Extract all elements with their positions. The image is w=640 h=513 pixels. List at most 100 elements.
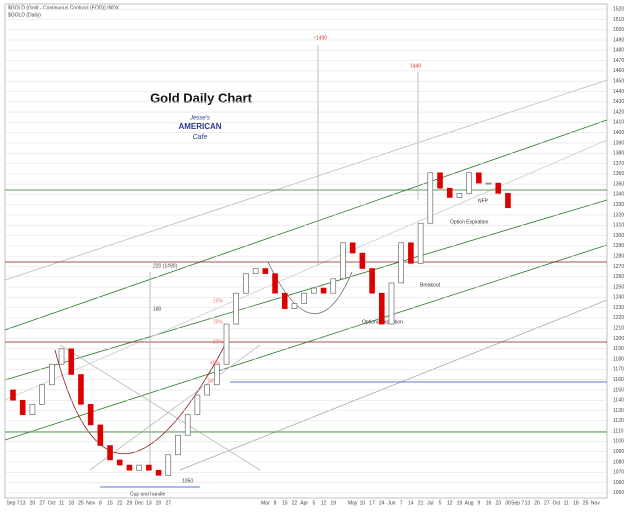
- candle-body: [68, 348, 75, 375]
- x-tick-label: Nov: [86, 500, 95, 506]
- y-tick-label: 1310: [613, 223, 624, 229]
- annotation: 30%: [213, 339, 224, 345]
- candle-body: [359, 252, 366, 269]
- x-tick-label: 24: [379, 500, 385, 506]
- y-tick-label: 1210: [613, 326, 624, 332]
- candle-body: [262, 268, 269, 274]
- x-tick-label: Jun: [387, 500, 395, 506]
- x-tick-label: 29: [127, 500, 133, 506]
- x-tick-label: 20: [30, 500, 36, 506]
- candle-body: [194, 394, 201, 415]
- y-tick-label: 1330: [613, 202, 624, 208]
- channel-lines: [4, 45, 608, 488]
- y-tick-label: 1380: [613, 151, 624, 157]
- candle-body: [495, 182, 502, 194]
- x-tick-label: 23: [495, 500, 501, 506]
- x-tick-label: 10: [360, 500, 366, 506]
- chart-title: Gold Daily Chart: [150, 90, 253, 105]
- candle-body: [175, 434, 181, 456]
- x-tick-label: May: [348, 500, 358, 506]
- annotation: NFP: [478, 198, 489, 204]
- x-tick-label: 5: [312, 500, 315, 506]
- x-tick-label: Sep 7: [6, 500, 19, 506]
- annotation: 40%: [210, 360, 221, 366]
- x-tick-label: 27: [39, 500, 45, 506]
- header: $GOLD (Gold - Continuous Contract (EOD))…: [8, 5, 120, 11]
- y-tick-label: 1520: [613, 6, 624, 12]
- x-tick-label: 12: [447, 500, 453, 506]
- candle-body: [369, 268, 375, 294]
- x-tick-label: 17: [369, 500, 375, 506]
- x-tick-label: Mar: [261, 500, 270, 506]
- y-tick-label: 1490: [613, 37, 624, 43]
- candle-body: [155, 469, 162, 476]
- plot-frame: [4, 3, 608, 499]
- y-tick-label: 1300: [613, 233, 624, 239]
- y-tick-label: 1510: [613, 17, 624, 23]
- y-tick-label: 1430: [613, 99, 624, 105]
- candle-body: [466, 172, 472, 194]
- candle-body: [388, 282, 395, 325]
- y-tick-label: 1160: [613, 377, 624, 383]
- y-tick-label: 1150: [613, 387, 624, 393]
- candle-body: [272, 273, 278, 294]
- y-tick-label: 1250: [613, 284, 624, 290]
- x-tick-label: 16: [486, 500, 492, 506]
- y-tick-label: 1480: [613, 48, 624, 54]
- annotation: Option Expiration: [450, 219, 489, 225]
- x-tick-label: 27: [544, 500, 550, 506]
- y-tick-label: 1230: [613, 305, 624, 311]
- y-tick-label: 1350: [613, 181, 624, 187]
- candle-body: [146, 464, 152, 471]
- y-tick-label: 1440: [613, 89, 624, 95]
- candle-body: [320, 287, 327, 294]
- candle-body: [19, 399, 26, 415]
- y-tick-label: 1140: [613, 398, 624, 404]
- y-tick-label: 1460: [613, 68, 624, 74]
- annotation: 180: [153, 306, 162, 312]
- annotation: 10%: [213, 298, 224, 304]
- candle-body: [505, 193, 511, 209]
- x-tick-label: 9: [477, 500, 480, 506]
- candle-body: [398, 242, 404, 284]
- y-tick-label: 1180: [613, 356, 624, 362]
- y-tick-label: 1280: [613, 253, 624, 259]
- y-tick-label: 1170: [613, 367, 624, 373]
- candle-body: [340, 242, 346, 280]
- x-tick-label: 15: [282, 500, 288, 506]
- candle-body: [165, 454, 172, 476]
- x-tick-label: 27: [165, 500, 171, 506]
- candle-body: [87, 404, 94, 426]
- x-tick-label: 18: [573, 500, 579, 506]
- y-tick-label: 1470: [613, 58, 624, 64]
- x-tick-label: 22: [117, 500, 123, 506]
- candle-body: [116, 459, 123, 466]
- candle-body: [252, 268, 259, 274]
- y-tick-label: 1090: [613, 449, 624, 455]
- annotation: 1050: [182, 478, 193, 484]
- candle-body: [291, 303, 298, 309]
- candle-body: [78, 374, 84, 405]
- y-tick-label: 1130: [613, 408, 624, 414]
- candle-body: [485, 182, 492, 185]
- y-tick-label: 1290: [613, 243, 624, 249]
- candle-body: [330, 278, 337, 294]
- candle-body: [49, 363, 55, 386]
- x-tick-label: Nov: [591, 500, 600, 506]
- y-tick-label: 1200: [613, 336, 624, 342]
- y-tick-label: 1100: [613, 439, 624, 445]
- x-tick-label: Jul: [427, 500, 433, 506]
- y-tick-label: 1270: [613, 264, 624, 270]
- x-tick-label: 25: [583, 500, 589, 506]
- annotation: 20%: [213, 319, 224, 325]
- x-tick-label: 21: [418, 500, 424, 506]
- x-tick-label: 30: [505, 500, 511, 506]
- y-tick-label: 1400: [613, 130, 624, 136]
- x-tick-label: 14: [408, 500, 414, 506]
- y-tick-label: 1120: [613, 418, 624, 424]
- candle-body: [408, 242, 414, 264]
- y-tick-label: 1050: [613, 490, 624, 496]
- candle-body: [437, 172, 443, 189]
- y-tick-label: 1070: [613, 470, 624, 476]
- candle-body: [29, 404, 36, 415]
